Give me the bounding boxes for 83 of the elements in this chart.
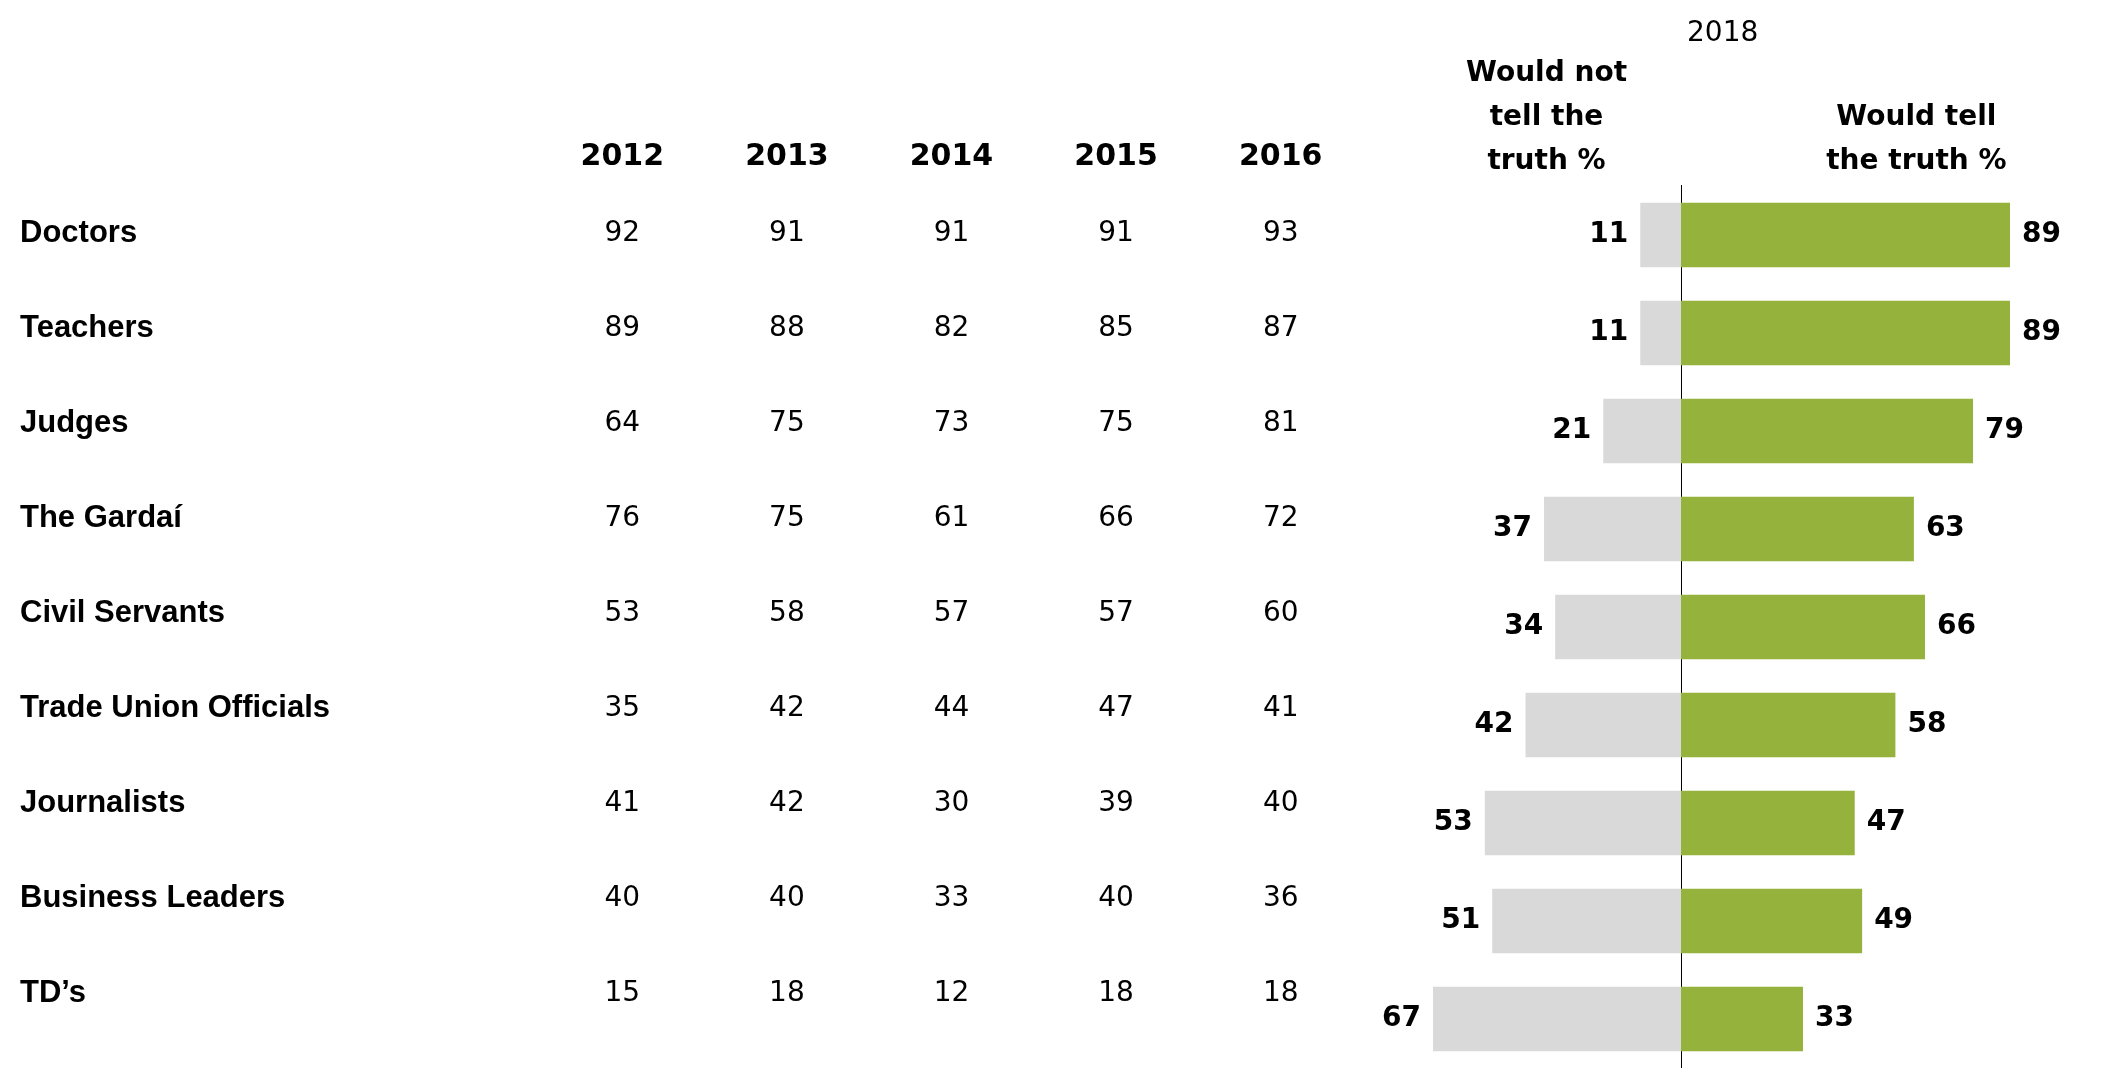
- data-label: 30: [933, 785, 970, 819]
- data-label: 35: [604, 690, 641, 724]
- data-label: 58: [769, 594, 805, 628]
- data-label: 34: [1504, 608, 1544, 642]
- data-label: 89: [2022, 216, 2061, 250]
- y-tick-label: Trade Union Officials: [20, 689, 331, 725]
- x-tick-label: 2013: [745, 136, 829, 172]
- x-tick-label: 2016: [1238, 136, 1323, 172]
- data-label: 39: [1098, 785, 1134, 819]
- data-label: 91: [1098, 214, 1134, 248]
- data-label: 87: [1262, 309, 1299, 343]
- data-label: 53: [604, 594, 641, 628]
- y-tick-label: Civil Servants: [20, 594, 226, 630]
- data-label: 33: [933, 880, 970, 914]
- data-label: 11: [1589, 314, 1629, 348]
- data-label: 93: [1262, 214, 1299, 248]
- data-label: 79: [1985, 412, 2024, 446]
- data-label: 42: [1474, 706, 1514, 740]
- data-label: 40: [604, 880, 641, 914]
- data-label: 75: [1098, 404, 1134, 438]
- bar: [1640, 202, 1681, 268]
- data-label: 63: [1925, 510, 1965, 544]
- x-tick-label: 2014: [909, 136, 994, 172]
- chart-title: 2018: [1687, 15, 1759, 49]
- data-label: 51: [1441, 902, 1481, 936]
- data-label: 92: [604, 214, 641, 248]
- data-label: 76: [604, 499, 641, 533]
- data-label: 42: [769, 690, 805, 724]
- data-label: 21: [1552, 412, 1592, 446]
- data-label: 18: [1262, 975, 1299, 1009]
- data-label: 40: [1098, 880, 1134, 914]
- y-tick-label: Journalists: [20, 784, 186, 820]
- y-tick-label: Business Leaders: [20, 879, 286, 915]
- data-label: 73: [933, 404, 970, 438]
- data-label: 18: [1098, 975, 1134, 1009]
- data-label: 47: [1866, 804, 1906, 838]
- series-label: Would not tell the truth %: [1466, 55, 1628, 177]
- data-label: 37: [1493, 510, 1533, 544]
- data-label: 58: [1907, 706, 1947, 740]
- data-label: 64: [604, 404, 641, 438]
- data-label: 82: [933, 309, 970, 343]
- data-label: 47: [1098, 690, 1134, 724]
- data-label: 11: [1589, 216, 1629, 250]
- data-label: 15: [604, 975, 641, 1009]
- data-label: 91: [769, 214, 805, 248]
- data-label: 72: [1262, 499, 1299, 533]
- y-tick-label: Judges: [20, 404, 129, 440]
- data-label: 57: [933, 594, 970, 628]
- data-label: 89: [2022, 314, 2061, 348]
- data-label: 81: [1262, 404, 1299, 438]
- data-label: 53: [1433, 804, 1473, 838]
- y-tick-label: The Gardaí: [20, 499, 184, 535]
- y-tick-label: Doctors: [20, 214, 138, 250]
- data-label: 18: [769, 975, 805, 1009]
- data-label: 33: [1814, 1000, 1854, 1034]
- y-tick-label: Teachers: [20, 309, 154, 345]
- data-label: 40: [1262, 785, 1299, 819]
- data-label: 75: [769, 499, 805, 533]
- data-label: 41: [1262, 690, 1299, 724]
- bar: [1640, 300, 1681, 366]
- data-label: 66: [1936, 608, 1976, 642]
- data-label: 75: [769, 404, 805, 438]
- data-label: 91: [933, 214, 970, 248]
- x-tick-label: 2015: [1074, 136, 1158, 172]
- series-label: Would tell the truth %: [1826, 99, 2007, 177]
- data-label: 57: [1098, 594, 1134, 628]
- data-label: 66: [1098, 499, 1134, 533]
- bar: [1603, 398, 1681, 464]
- x-tick-label: 2012: [580, 136, 665, 172]
- data-label: 36: [1262, 880, 1299, 914]
- data-label: 40: [769, 880, 805, 914]
- data-label: 60: [1262, 594, 1299, 628]
- data-label: 41: [604, 785, 641, 819]
- data-label: 67: [1382, 1000, 1421, 1034]
- y-tick-label: TD’s: [20, 974, 87, 1010]
- data-label: 42: [769, 785, 805, 819]
- data-label: 88: [769, 309, 805, 343]
- data-label: 89: [604, 309, 641, 343]
- data-label: 49: [1874, 902, 1914, 936]
- data-label: 12: [933, 975, 970, 1009]
- data-label: 85: [1098, 309, 1134, 343]
- data-label: 61: [933, 499, 970, 533]
- data-label: 44: [933, 690, 970, 724]
